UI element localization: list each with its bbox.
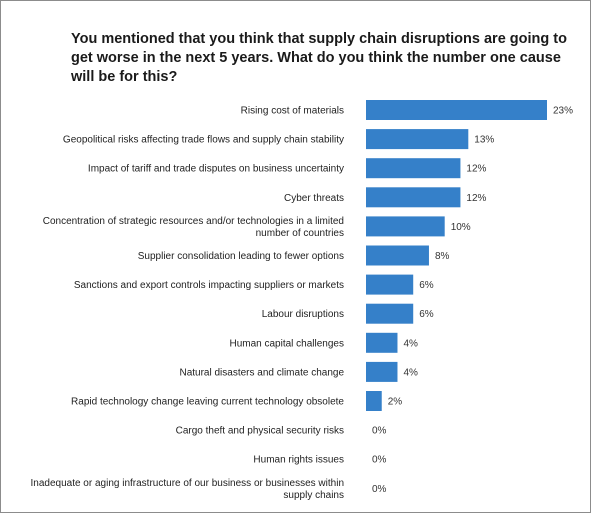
value-label: 2% (388, 397, 403, 408)
category-label: Labour disruptions (262, 309, 344, 320)
category-label: Natural disasters and climate change (179, 367, 344, 378)
chart-title: You mentioned that you think that supply… (71, 31, 567, 85)
bar (366, 303, 414, 324)
value-label: 0% (372, 426, 387, 437)
value-label: 23% (553, 106, 573, 117)
category-label: Sanctions and export controls impacting … (74, 280, 344, 291)
bar (366, 245, 429, 266)
category-label: Rapid technology change leaving current … (71, 397, 344, 408)
category-label: Geopolitical risks affecting trade flows… (63, 135, 344, 146)
value-label: 4% (403, 338, 418, 349)
value-label: 13% (474, 135, 494, 146)
value-label: 6% (419, 309, 434, 320)
bar (366, 391, 382, 411)
value-label: 4% (403, 367, 418, 378)
category-label: Rising cost of materials (241, 106, 344, 117)
value-label: 0% (372, 455, 387, 466)
category-label: Human rights issues (253, 455, 344, 466)
bar (366, 361, 398, 382)
bar (366, 129, 469, 150)
category-label: Human capital challenges (229, 338, 344, 349)
bar (366, 187, 461, 208)
value-label: 12% (466, 164, 486, 175)
category-label: Cargo theft and physical security risks (176, 426, 344, 437)
value-label: 6% (419, 280, 434, 291)
value-label: 0% (372, 484, 387, 495)
value-label: 8% (435, 251, 450, 262)
bar (366, 158, 461, 179)
category-label: Inadequate or aging infrastructure of ou… (30, 478, 344, 501)
bar (366, 332, 398, 353)
value-label: 10% (451, 222, 471, 233)
category-label: Cyber threats (284, 193, 344, 204)
bar (366, 274, 414, 295)
category-label: Concentration of strategic resources and… (43, 216, 344, 239)
category-label: Supplier consolidation leading to fewer … (138, 251, 344, 262)
category-label: Impact of tariff and trade disputes on b… (88, 164, 344, 175)
value-label: 12% (466, 193, 486, 204)
bar (366, 100, 547, 120)
bar (366, 216, 445, 237)
